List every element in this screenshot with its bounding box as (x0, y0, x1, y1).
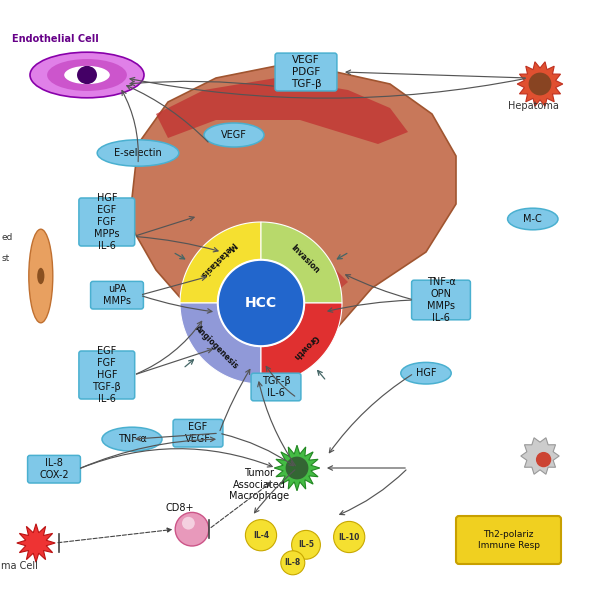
Ellipse shape (77, 66, 97, 84)
Text: Hepatoma: Hepatoma (508, 101, 559, 111)
Polygon shape (222, 240, 348, 312)
Ellipse shape (64, 66, 110, 84)
Polygon shape (261, 222, 342, 303)
Ellipse shape (37, 268, 44, 284)
Circle shape (245, 520, 277, 551)
Text: VEGF
PDGF
TGF-β: VEGF PDGF TGF-β (290, 55, 322, 89)
Text: Growth: Growth (290, 332, 319, 361)
Text: EGF
VEGF: EGF VEGF (185, 422, 211, 444)
Ellipse shape (30, 52, 144, 98)
FancyBboxPatch shape (28, 455, 80, 483)
Polygon shape (17, 524, 55, 562)
Text: Th2-polariz
Immune Resp: Th2-polariz Immune Resp (478, 530, 540, 550)
Text: TNF-α: TNF-α (118, 434, 146, 444)
FancyBboxPatch shape (456, 516, 561, 564)
Text: CD8+: CD8+ (165, 503, 193, 513)
Polygon shape (521, 438, 559, 474)
Polygon shape (517, 62, 563, 106)
Text: HGF
EGF
FGF
MPPs
IL-6: HGF EGF FGF MPPs IL-6 (94, 193, 119, 251)
Circle shape (182, 517, 195, 530)
Text: ma Cell: ma Cell (1, 561, 38, 571)
Text: M-C: M-C (523, 214, 542, 224)
Circle shape (334, 521, 365, 553)
Circle shape (286, 457, 308, 479)
Text: uPA
MMPs: uPA MMPs (103, 284, 131, 306)
Text: Tumor
Associated
Macrophage: Tumor Associated Macrophage (229, 468, 289, 501)
FancyBboxPatch shape (251, 373, 301, 401)
FancyBboxPatch shape (275, 53, 337, 91)
FancyBboxPatch shape (79, 198, 134, 246)
Polygon shape (180, 303, 261, 384)
Text: Metastasis: Metastasis (197, 239, 237, 279)
Ellipse shape (102, 427, 162, 451)
Circle shape (529, 73, 551, 95)
Ellipse shape (204, 123, 264, 147)
Text: IL-8: IL-8 (284, 558, 301, 568)
Text: st: st (1, 254, 10, 263)
FancyBboxPatch shape (173, 419, 223, 447)
Circle shape (218, 260, 304, 346)
Ellipse shape (508, 208, 558, 230)
Polygon shape (274, 445, 320, 491)
Ellipse shape (47, 59, 127, 91)
Text: TNF-α
OPN
MMPs
IL-6: TNF-α OPN MMPs IL-6 (427, 277, 455, 323)
Circle shape (536, 452, 551, 467)
FancyBboxPatch shape (79, 351, 134, 399)
Text: IL-10: IL-10 (338, 533, 360, 541)
Ellipse shape (401, 362, 451, 384)
Text: HCC: HCC (245, 296, 277, 310)
Text: HGF: HGF (416, 368, 436, 378)
Ellipse shape (29, 229, 53, 323)
Polygon shape (180, 222, 261, 303)
Circle shape (292, 530, 320, 559)
Text: IL-4: IL-4 (253, 530, 269, 540)
Text: Invasion: Invasion (289, 243, 321, 275)
Polygon shape (132, 66, 456, 360)
Text: IL-8
COX-2: IL-8 COX-2 (39, 458, 69, 480)
FancyBboxPatch shape (91, 281, 143, 309)
Circle shape (175, 512, 209, 546)
Polygon shape (261, 303, 342, 384)
Ellipse shape (97, 140, 179, 166)
Text: ed: ed (1, 233, 13, 242)
Circle shape (281, 551, 305, 575)
Text: VEGF: VEGF (221, 130, 247, 140)
Text: Angiogenesis: Angiogenesis (193, 323, 241, 371)
Polygon shape (156, 78, 408, 144)
Text: E-selectin: E-selectin (114, 148, 162, 158)
Text: Endothelial Cell: Endothelial Cell (12, 34, 99, 44)
Text: TGF-β
IL-6: TGF-β IL-6 (262, 376, 290, 398)
Text: IL-5: IL-5 (298, 540, 314, 550)
Text: EGF
FGF
HGF
TGF-β
IL-6: EGF FGF HGF TGF-β IL-6 (92, 346, 121, 404)
FancyBboxPatch shape (412, 280, 470, 320)
